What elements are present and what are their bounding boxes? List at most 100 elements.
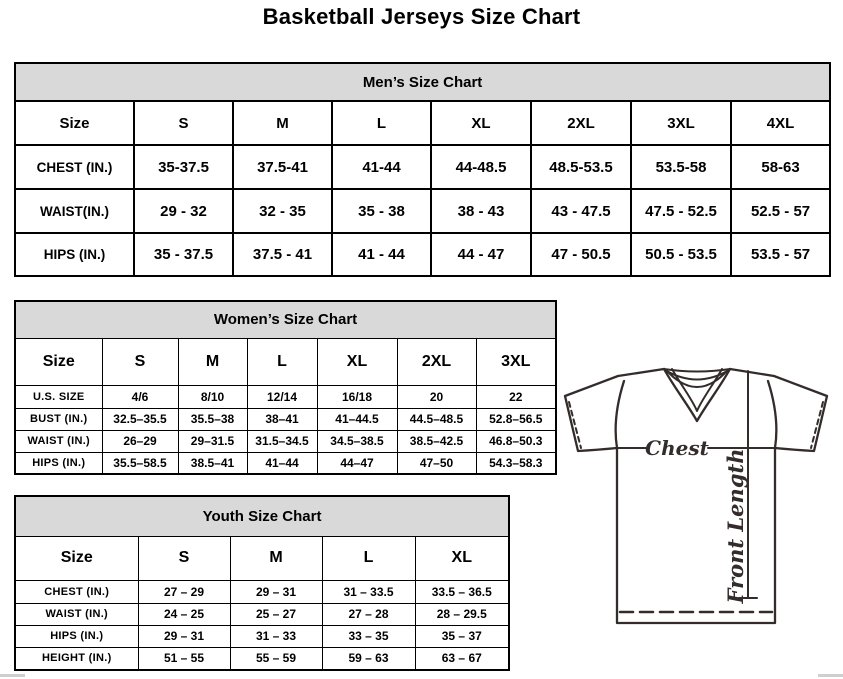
womens-row-waist: WAIST (IN.) 26–29 29–31.5 31.5–34.5 34.5… [14,429,557,453]
row-label: WAIST (IN.) [14,429,103,453]
cell: 24 – 25 [137,602,231,626]
jersey-measurement-diagram: Chest Front Length [563,367,829,625]
cell: 31.5–34.5 [246,429,318,453]
cell: 29 – 31 [229,579,323,604]
column-header: M [229,535,323,581]
column-header: Size [14,100,135,146]
cell: 46.8–50.3 [475,429,557,453]
cell: 58-63 [729,144,832,190]
mens-size-table: Men’s Size Chart Size S M L XL 2XL 3XL 4… [13,62,832,277]
cell: 35.5–38 [177,407,248,431]
cell: 31 – 33 [229,624,323,648]
column-header: Size [14,535,139,581]
row-label: WAIST(IN.) [14,188,135,234]
cell: 51 – 55 [137,646,231,671]
cell: 29 – 31 [137,624,231,648]
ui-fragment-bottom-right [818,674,843,677]
cell: 53.5-58 [630,144,732,190]
cell: 34.5–38.5 [316,429,398,453]
ui-fragment-bottom-left [0,674,25,677]
column-header: 2XL [530,100,632,146]
cell: 25 – 27 [229,602,323,626]
youth-row-chest: CHEST (IN.) 27 – 29 29 – 31 31 – 33.5 33… [14,579,510,604]
womens-size-table: Women’s Size Chart Size S M L XL 2XL 3XL… [14,300,558,475]
cell: 37.5-41 [232,144,333,190]
cell: 31 – 33.5 [321,579,416,604]
row-label: HIPS (IN.) [14,451,103,475]
collar-top-line [663,368,731,373]
cell: 33.5 – 36.5 [414,579,510,604]
cell: 38.5–41 [177,451,248,475]
cell: 38.5–42.5 [396,429,477,453]
youth-column-header-row: Size S M L XL [14,535,510,581]
column-header: M [177,337,248,386]
row-label: WAIST (IN.) [14,602,139,626]
mens-table-header-row: Men’s Size Chart [13,62,832,102]
row-label: CHEST (IN.) [14,579,139,604]
row-label: HIPS (IN.) [14,232,135,277]
page-title: Basketball Jerseys Size Chart [262,4,581,29]
row-label: BUST (IN.) [14,407,103,431]
cell: 16/18 [316,384,398,409]
cell: 54.3–58.3 [475,451,557,475]
cell: 59 – 63 [321,646,416,671]
column-header: XL [316,337,398,386]
column-header: 3XL [630,100,732,146]
right-armhole-seam [766,379,778,450]
cell: 44.5–48.5 [396,407,477,431]
left-armhole-seam [614,379,626,450]
cell: 27 – 28 [321,602,416,626]
cell: 41–44.5 [316,407,398,431]
cell: 32 - 35 [232,188,333,234]
cell: 38–41 [246,407,318,431]
collar-v-inner [671,368,723,412]
cell: 41 - 44 [331,232,432,277]
column-header: 3XL [475,337,557,386]
cell: 50.5 - 53.5 [630,232,732,277]
cell: 20 [396,384,477,409]
womens-row-hips: HIPS (IN.) 35.5–58.5 38.5–41 41–44 44–47… [14,451,557,475]
cell: 37.5 - 41 [232,232,333,277]
cell: 47 - 50.5 [530,232,632,277]
column-header: L [331,100,432,146]
mens-table-title: Men’s Size Chart [13,62,832,102]
cell: 35.5–58.5 [101,451,179,475]
cell: 53.5 - 57 [729,232,832,277]
column-header: M [232,100,333,146]
cell: 52.5 - 57 [729,188,832,234]
cell: 22 [475,384,557,409]
column-header: S [101,337,179,386]
womens-table-title: Women’s Size Chart [14,300,557,339]
front-length-label: Front Length [723,449,748,605]
mens-row-waist: WAIST(IN.) 29 - 32 32 - 35 35 - 38 38 - … [14,188,832,234]
left-cuff-dashed-seam [568,401,582,449]
cell: 43 - 47.5 [530,188,632,234]
cell: 35 - 38 [331,188,432,234]
cell: 48.5-53.5 [530,144,632,190]
cell: 44–47 [316,451,398,475]
youth-row-height: HEIGHT (IN.) 51 – 55 55 – 59 59 – 63 63 … [14,646,510,671]
collar-v-outer [662,367,732,423]
jersey-outline [563,367,829,625]
womens-column-header-row: Size S M L XL 2XL 3XL [14,337,557,386]
mens-column-header-row: Size S M L XL 2XL 3XL 4XL [14,100,832,146]
chest-label: Chest [645,436,709,460]
cell: 47.5 - 52.5 [630,188,732,234]
cell: 63 – 67 [414,646,510,671]
cell: 52.8–56.5 [475,407,557,431]
row-label: U.S. SIZE [14,384,103,409]
column-header: S [133,100,234,146]
column-header: S [137,535,231,581]
mens-row-hips: HIPS (IN.) 35 - 37.5 37.5 - 41 41 - 44 4… [14,232,832,277]
column-header: XL [414,535,510,581]
column-header: 4XL [729,100,832,146]
column-header: 2XL [396,337,477,386]
column-header: L [321,535,416,581]
cell: 35-37.5 [133,144,234,190]
row-label: CHEST (IN.) [14,144,135,190]
collar-back-arc-2 [667,371,727,388]
row-label: HIPS (IN.) [14,624,139,648]
row-label: HEIGHT (IN.) [14,646,139,671]
cell: 29–31.5 [177,429,248,453]
